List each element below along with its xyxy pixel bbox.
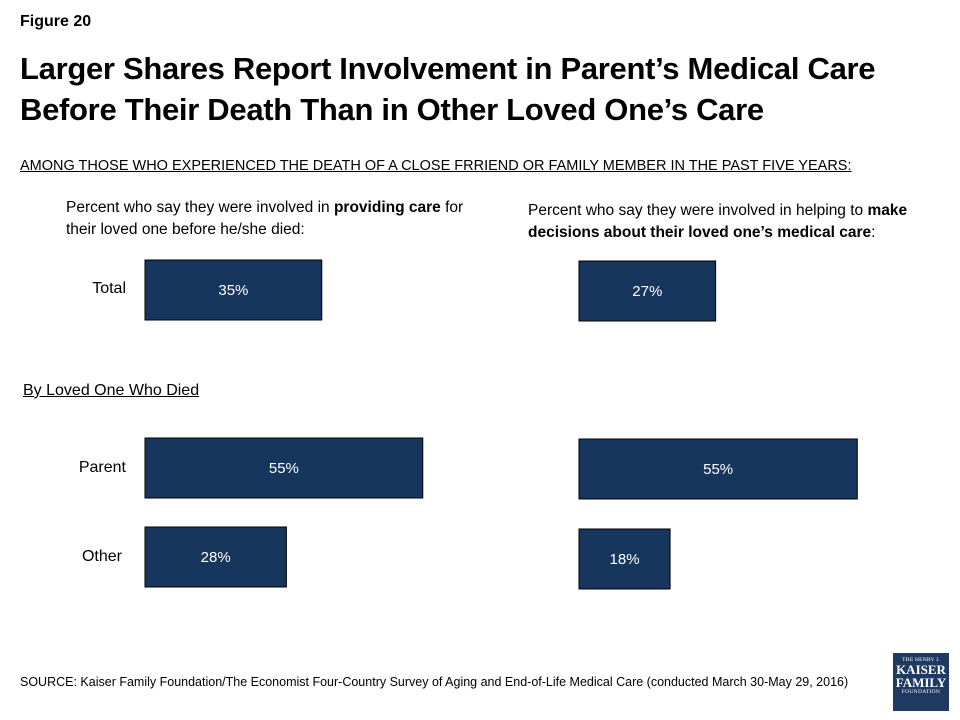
- page-title: Larger Shares Report Involvement in Pare…: [20, 51, 876, 127]
- bar-care-other: [144, 526, 287, 588]
- left-panel-title-bold: providing care: [333, 199, 441, 216]
- section-heading: By Loved One Who Died: [23, 382, 200, 399]
- subhead: AMONG THOSE WHO EXPERIENCED THE DEATH OF…: [20, 158, 852, 174]
- logo-line-2: KAISER: [896, 662, 946, 677]
- figure-label: Figure 20: [20, 13, 92, 30]
- logo-line-3: FAMILY: [895, 675, 947, 690]
- bar-care-total: [144, 259, 323, 321]
- bar-label-decisions-parent: 55%: [703, 461, 733, 478]
- bar-decisions-parent: [578, 438, 858, 500]
- row-label-total: Total: [92, 280, 126, 297]
- kff-logo: THE HENRY J. KAISER FAMILY FOUNDATION: [893, 653, 949, 711]
- right-panel-title-rest: :: [871, 224, 876, 241]
- right-panel-title-text: Percent who say they were involved in he…: [528, 202, 868, 219]
- source-note: SOURCE: Kaiser Family Foundation/The Eco…: [20, 675, 849, 689]
- bar-label-decisions-other: 18%: [610, 551, 640, 568]
- bar-label-care-parent: 55%: [269, 460, 299, 477]
- bar-care-parent: [144, 437, 424, 499]
- bar-label-decisions-total: 27%: [632, 283, 662, 300]
- bar-decisions-total: [578, 260, 717, 322]
- bar-decisions-other: [578, 528, 671, 590]
- bar-label-care-other: 28%: [201, 549, 231, 566]
- left-panel-title: Percent who say they were involved in pr…: [66, 197, 486, 241]
- bar-label-care-total: 35%: [218, 282, 248, 299]
- row-label-parent: Parent: [78, 459, 126, 476]
- right-panel-title: Percent who say they were involved in he…: [528, 200, 958, 244]
- logo-line-1: THE HENRY J.: [902, 657, 940, 663]
- row-label-other: Other: [81, 548, 122, 565]
- left-panel-title-rest: for their loved one before he/she died:: [66, 199, 464, 238]
- logo-line-4: FOUNDATION: [901, 689, 941, 695]
- right-panel-title-bold: make decisions about their loved one’s m…: [528, 202, 908, 241]
- left-panel-title-text: Percent who say they were involved in: [66, 199, 334, 216]
